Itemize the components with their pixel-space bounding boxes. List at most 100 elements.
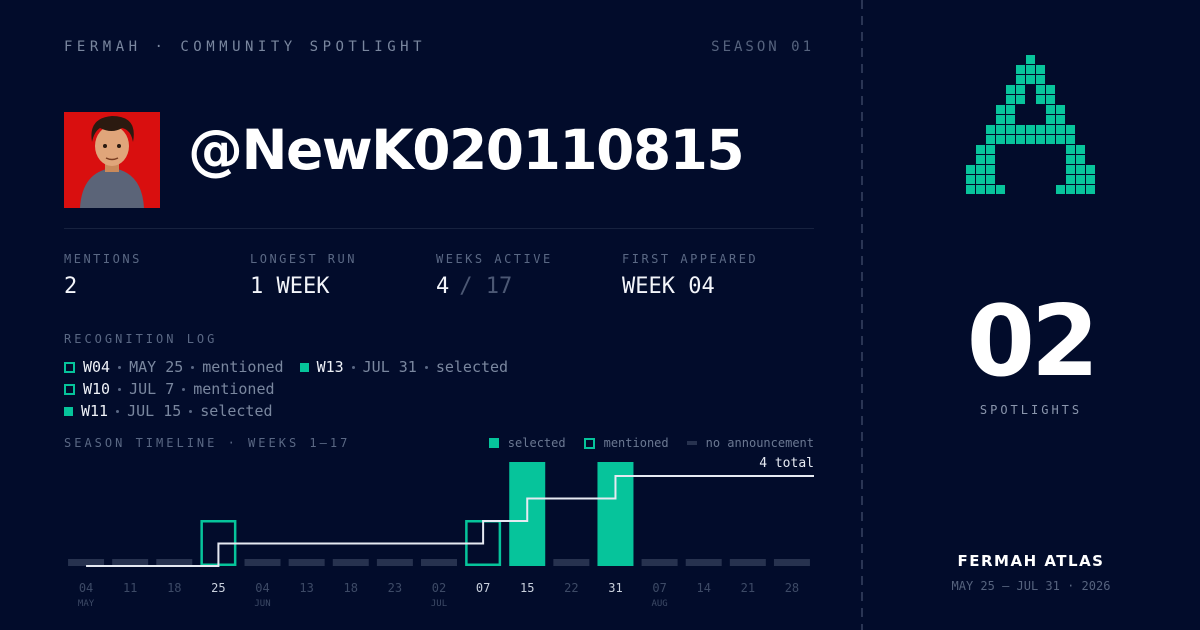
month-label: JUN	[254, 599, 270, 609]
season: SEASON 01	[711, 39, 814, 55]
log-status: mentioned	[193, 380, 275, 398]
logo-pixel	[1026, 65, 1035, 74]
log-week: W04	[83, 358, 111, 376]
legend: selected mentioned no announcement	[488, 436, 814, 450]
stat: WEEKS ACTIVE 4 / 17	[436, 252, 553, 299]
logo-pixel	[1006, 95, 1015, 104]
logo-pixel	[1056, 135, 1065, 144]
spotlight-label: SPOTLIGHTS	[979, 403, 1083, 417]
logo-pixel	[1036, 75, 1045, 84]
x-tick-label: 14	[696, 581, 710, 595]
legend-item: mentioned	[583, 436, 669, 450]
status-marker	[64, 406, 73, 416]
log-date: JUL 31	[362, 358, 417, 376]
log-week: W13	[316, 358, 344, 376]
status-marker	[64, 383, 75, 395]
bar-empty	[244, 559, 281, 566]
legend-label: mentioned	[603, 436, 669, 450]
logo-pixel	[986, 155, 995, 164]
logo-pixel	[1086, 165, 1095, 174]
x-tick-label: 15	[520, 581, 534, 595]
log-status: mentioned	[202, 358, 284, 376]
avatar-face	[95, 126, 129, 166]
logo-pixel	[1006, 115, 1015, 124]
logo-pixel	[1016, 95, 1025, 104]
logo-pixel	[966, 185, 975, 194]
logo-pixel	[1076, 145, 1085, 154]
stat-number: 4	[436, 274, 450, 299]
logo-pixel	[1026, 55, 1035, 64]
logo-pixel	[976, 145, 985, 154]
logo-pixel	[1046, 85, 1055, 94]
stat-total: / 17	[459, 274, 513, 299]
logo-pixel	[976, 175, 985, 184]
avatar	[64, 112, 160, 208]
legend-marker	[488, 438, 499, 448]
stat: FIRST APPEARED WEEK 04	[622, 252, 758, 299]
bar-empty	[729, 559, 766, 566]
separator	[182, 387, 186, 391]
x-tick-label: 07	[476, 581, 490, 595]
timeline-title: SEASON TIMELINE · WEEKS 1–17	[64, 436, 351, 450]
x-tick-label: 21	[741, 581, 755, 595]
x-tick-label: 07	[652, 581, 666, 595]
stat: LONGEST RUN 1 WEEK	[250, 252, 357, 299]
logo-pixel	[1026, 135, 1035, 144]
stat-number: WEEK 04	[622, 274, 715, 299]
logo-pixel	[976, 165, 985, 174]
x-tick-label: 04	[79, 581, 93, 595]
stat-value: 2	[64, 274, 142, 299]
stat-label: FIRST APPEARED	[622, 252, 759, 266]
logo-pixel	[1066, 165, 1075, 174]
stat-value: 1 WEEK	[250, 274, 357, 299]
logo-pixel	[1066, 175, 1075, 184]
logo-pixel	[986, 125, 995, 134]
bar-empty	[112, 559, 149, 566]
stat-label: WEEKS ACTIVE	[436, 252, 553, 266]
logo-pixel	[1006, 85, 1015, 94]
avatar-mouth	[105, 157, 119, 161]
x-tick-label: 02	[432, 581, 446, 595]
avatar-eye	[117, 144, 121, 148]
bar-empty	[773, 559, 810, 566]
logo-pixel	[1006, 135, 1015, 144]
log-date: MAY 25	[129, 358, 184, 376]
log-status: selected	[435, 358, 509, 376]
logo-pixel	[996, 115, 1005, 124]
logo-pixel	[986, 135, 995, 144]
logo-pixel	[1036, 85, 1045, 94]
spotlight-count: 02	[966, 285, 1099, 399]
log-title: RECOGNITION LOG	[64, 332, 218, 346]
stat-value: 4 / 17	[436, 274, 553, 299]
product-name: FERMAH ATLAS	[957, 552, 1105, 570]
month-label: AUG	[651, 599, 667, 609]
legend-item: no announcement	[686, 436, 814, 450]
logo-pixel	[986, 175, 995, 184]
total-label: 4 total	[759, 456, 814, 471]
status-marker	[64, 361, 75, 373]
recognition-log: W04 MAY 25 mentioned W10 JUL 7 mentioned W11 JU…	[64, 356, 508, 422]
brand: FERMAH · COMMUNITY SPOTLIGHT	[64, 39, 427, 55]
bar-empty	[421, 559, 457, 566]
legend-item: selected	[488, 436, 566, 450]
logo-pixel	[1066, 125, 1075, 134]
logo-pixel	[996, 185, 1005, 194]
stat-label: MENTIONS	[64, 252, 142, 266]
logo-pixel	[1056, 105, 1065, 114]
separator	[116, 409, 120, 413]
x-tick-label: 18	[344, 581, 358, 595]
logo-pixel	[1036, 95, 1045, 104]
logo-pixel	[1046, 135, 1055, 144]
legend-marker	[583, 437, 595, 449]
logo-pixel	[1046, 115, 1055, 124]
logo-pixel	[1036, 65, 1045, 74]
bar-empty	[288, 559, 325, 566]
x-tick-label: 23	[388, 581, 402, 595]
month-label: MAY	[78, 599, 95, 609]
log-entry: W11 JUL 15 selected	[64, 400, 284, 422]
logo-pixel	[1036, 125, 1045, 134]
logo-pixel	[1046, 105, 1055, 114]
avatar-body	[80, 168, 144, 208]
x-tick-label: 11	[123, 581, 137, 595]
